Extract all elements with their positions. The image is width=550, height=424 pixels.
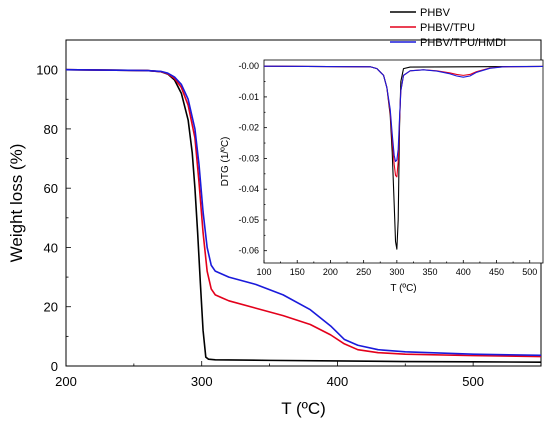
inset-plot-frame <box>263 59 544 264</box>
main-series-line-phbv-tpu-hmdi <box>65 68 542 357</box>
main-y-tick-label: 40 <box>44 240 58 255</box>
main-x-tick-label: 400 <box>327 374 349 389</box>
inset-x-tick-label: 300 <box>389 267 404 277</box>
inset-y-tick-label: -0.01 <box>238 92 259 102</box>
inset-x-tick-label: 250 <box>356 267 371 277</box>
main-y-tick-label: 0 <box>51 359 58 374</box>
inset-x-tick-label: 350 <box>423 267 438 277</box>
inset-y-tick-label: -0.06 <box>238 246 259 256</box>
inset-y-tick-label: -0.02 <box>238 123 259 133</box>
main-y-tick-label: 100 <box>36 63 58 78</box>
y-axis-title: Weight loss (%) <box>7 144 26 263</box>
inset-x-tick-label: 200 <box>323 267 338 277</box>
inset-y-tick-label: -0.04 <box>238 184 259 194</box>
inset-x-tick-label: 500 <box>522 267 537 277</box>
main-x-tick-label: 200 <box>55 374 77 389</box>
main-series-line-phbv-tpu <box>65 68 542 358</box>
inset-x-axis-title: T (ºC) <box>390 283 416 294</box>
inset-y-tick-label: -0.05 <box>238 215 259 225</box>
inset-x-tick-label: 400 <box>456 267 471 277</box>
legend-label: PHBV/TPU <box>420 22 475 34</box>
inset-x-tick-label: 150 <box>290 267 305 277</box>
inset-series-line-phbv-tpu-hmdi <box>263 65 544 163</box>
inset-y-tick-label: -0.00 <box>238 61 259 71</box>
inset-y-axis-title: DTG (1/ºC) <box>220 137 231 187</box>
legend-label: PHBV/TPU/HMDI <box>420 37 506 49</box>
legend-label: PHBV <box>420 7 451 19</box>
main-x-tick-label: 500 <box>462 374 484 389</box>
main-chart: 200 300 400 500 0 20 40 60 80 100 T (ºC) Weight … <box>7 39 542 418</box>
inset-chart: 100 150 200 250 300 350 400 450 500 -0.00 -0.01 -0… <box>220 59 544 294</box>
main-y-tick-label: 80 <box>44 122 58 137</box>
inset-y-tick-label: -0.03 <box>238 153 259 163</box>
main-x-tick-label: 300 <box>191 374 213 389</box>
legend: PHBV PHBV/TPU PHBV/TPU/HMDI <box>390 7 506 49</box>
x-axis-title: T (ºC) <box>281 399 326 418</box>
inset-x-tick-label: 100 <box>256 267 271 277</box>
inset-x-tick-label: 450 <box>489 267 504 277</box>
main-y-tick-label: 20 <box>44 300 58 315</box>
main-y-tick-label: 60 <box>44 181 58 196</box>
